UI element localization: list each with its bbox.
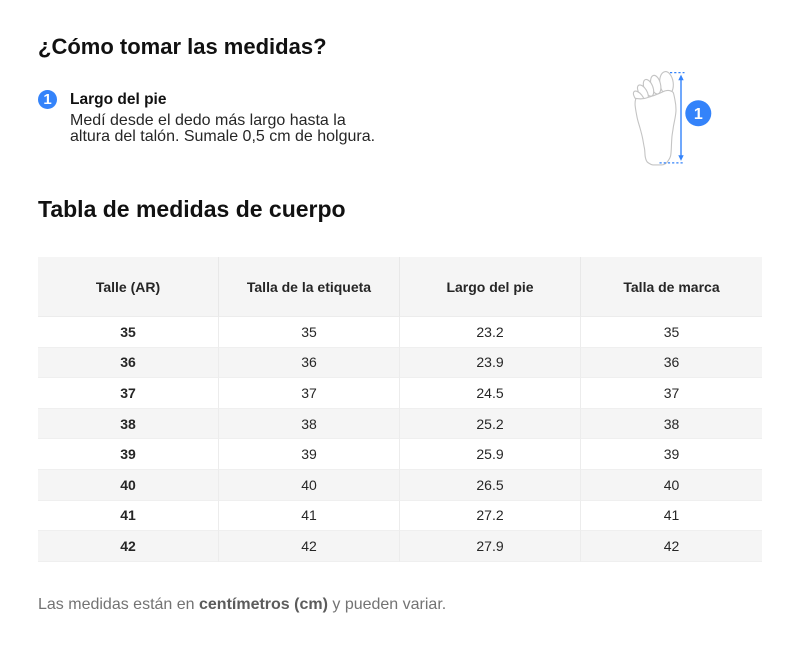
svg-text:1: 1 — [694, 106, 703, 123]
